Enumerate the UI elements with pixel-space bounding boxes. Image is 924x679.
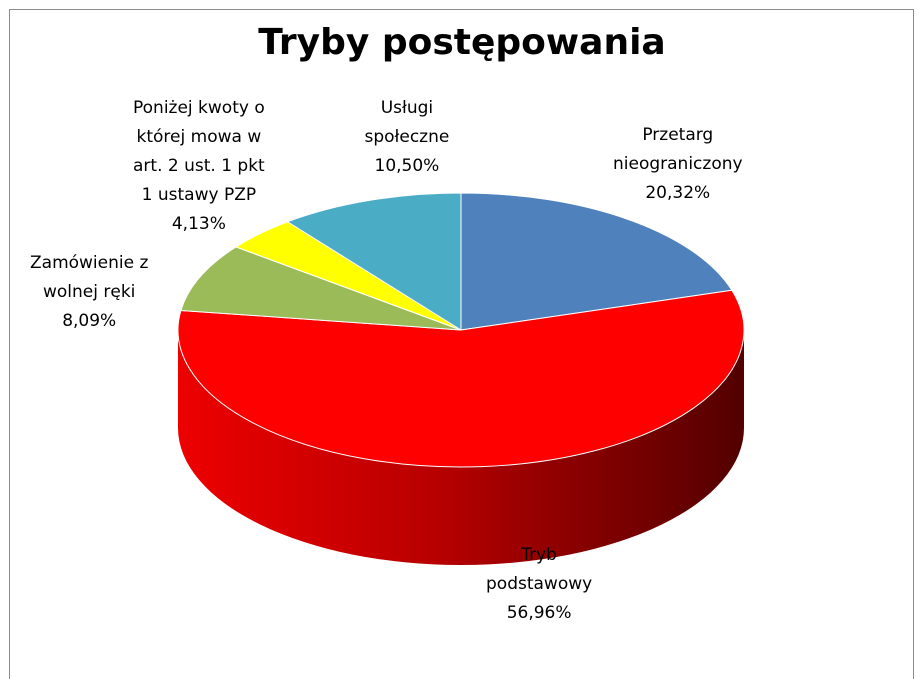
slice-1: [177, 289, 745, 468]
slice-label-line: której mowa w: [136, 127, 262, 147]
slice-label-line: wolnej ręki: [43, 282, 136, 302]
slice-percent: 20,32%: [645, 183, 711, 203]
slice-label-line: art. 2 ust. 1 pkt: [133, 156, 265, 176]
slice-label-line: 1 ustawy PZP: [141, 185, 257, 205]
slice-2: [180, 246, 462, 331]
slice-label-line: Usługi: [380, 98, 434, 118]
slice-label-line: Zamówienie z: [30, 253, 149, 273]
slice-label-0: Przetarg nieograniczony 20,32%: [613, 121, 743, 208]
slice-4: [287, 192, 462, 331]
slice-label-line: Poniżej kwoty o: [133, 98, 265, 118]
slice-label-line: nieograniczony: [613, 154, 743, 174]
chart-title: Tryby postępowania: [258, 22, 666, 63]
slice-label-2: Zamówienie z wolnej ręki 8,09%: [30, 249, 148, 336]
slice-side-1: [178, 330, 744, 565]
slice-label-line: podstawowy: [486, 574, 593, 594]
slice-percent: 56,96%: [506, 603, 572, 623]
slice-label-line: Przetarg: [642, 125, 714, 145]
slice-percent: 8,09%: [62, 311, 117, 331]
slice-label-4: Usługi społeczne 10,50%: [365, 94, 450, 181]
slice-label-1: Tryb podstawowy 56,96%: [486, 541, 592, 628]
slice-percent: 10,50%: [374, 156, 440, 176]
slice-percent: 4,13%: [171, 214, 226, 234]
slice-label-3: Poniżej kwoty o której mowa w art. 2 ust. …: [133, 94, 265, 239]
slice-label-line: społeczne: [364, 127, 450, 147]
slice-label-line: Tryb: [521, 545, 557, 565]
slice-0: [460, 192, 733, 331]
